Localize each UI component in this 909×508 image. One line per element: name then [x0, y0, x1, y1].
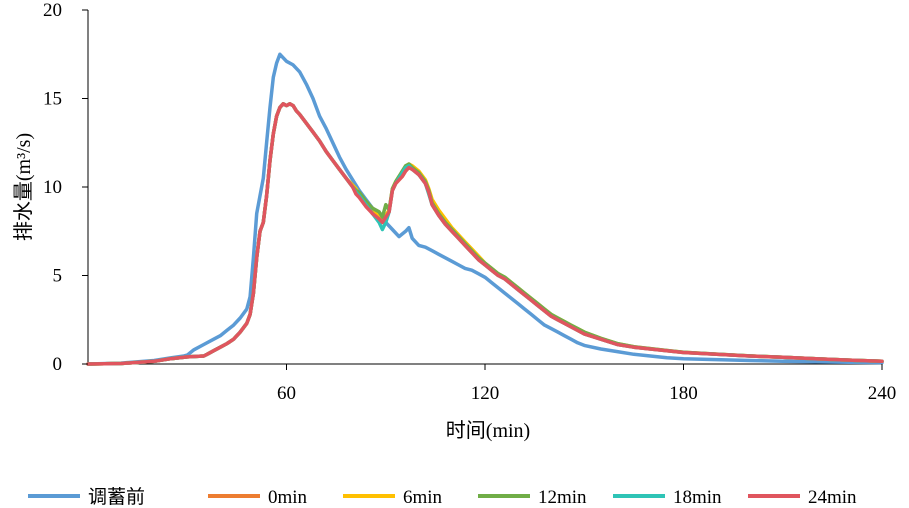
x-axis-title: 时间(min): [446, 419, 530, 442]
x-tick-labels: 60 120 180 240: [277, 364, 896, 404]
legend: 调蓄前 0min 6min 12min 18min 24min: [28, 486, 857, 508]
legend-label: 0min: [268, 487, 308, 508]
x-tick-label: 240: [868, 383, 897, 404]
series-line-0min: [86, 102, 884, 366]
y-tick-label: 10: [43, 177, 62, 198]
legend-label: 12min: [538, 487, 587, 508]
x-tick-label: 120: [471, 383, 500, 404]
y-tick-labels: 0 5 10 15 20: [43, 0, 88, 375]
legend-label: 调蓄前: [88, 486, 145, 508]
legend-label: 24min: [808, 487, 857, 508]
y-tick-label: 15: [43, 89, 62, 110]
x-tick-label: 60: [277, 383, 296, 404]
series-line-6min: [86, 102, 884, 366]
chart-series: [86, 52, 884, 366]
series-line-24min: [86, 102, 884, 366]
y-axis-title: 排水量(m³/s): [12, 133, 35, 241]
y-tick-label: 0: [53, 354, 63, 375]
y-tick-label: 20: [43, 0, 62, 21]
x-tick-label: 180: [669, 383, 698, 404]
series-line-12min: [86, 102, 884, 366]
chart-axes: [87, 10, 882, 365]
legend-label: 6min: [403, 487, 443, 508]
legend-label: 18min: [673, 487, 722, 508]
series-line-调蓄前: [86, 52, 884, 366]
y-tick-label: 5: [53, 266, 63, 287]
series-line-18min: [86, 102, 884, 366]
